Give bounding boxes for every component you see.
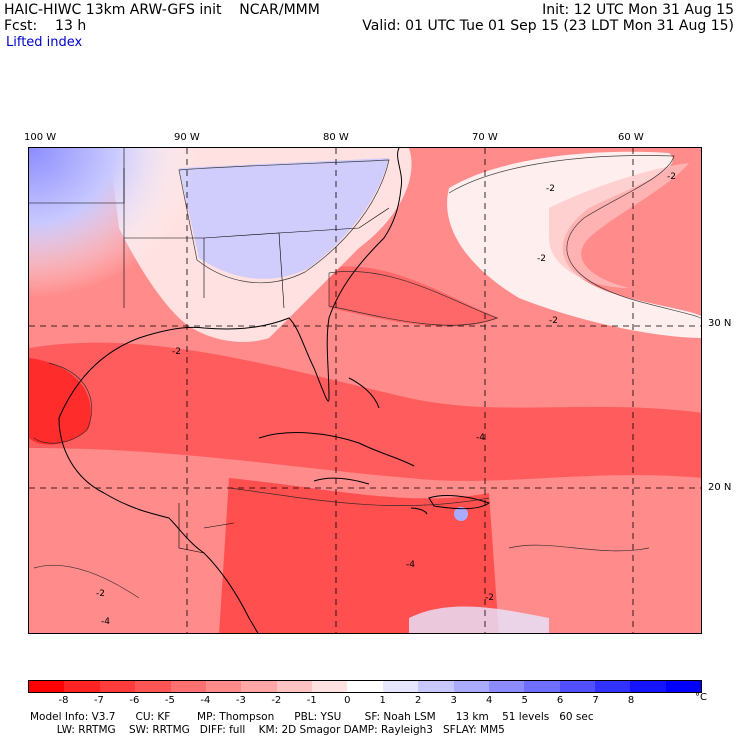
lifted-index-map: -2 -2 -2 -2 -2 -4 -4 -2 -2 -4 (28, 147, 702, 634)
colorbar-tick-label: -4 (200, 695, 211, 706)
colorbar-cell (135, 681, 171, 692)
colorbar-tick-label: 8 (627, 695, 635, 706)
lat-label-30n: 30 N (708, 318, 732, 329)
contour-label: -4 (101, 617, 110, 627)
contour-label: -2 (549, 316, 558, 326)
chart-title: HAIC-HIWC 13km ARW-GFS init NCAR/MMM (4, 2, 320, 18)
colorbar-tick-label: 4 (485, 695, 493, 706)
colorbar-tick-label: 0 (344, 695, 351, 706)
stable-core-se-us (179, 158, 389, 279)
instability-atlantic (329, 266, 499, 327)
contour-label: -2 (546, 184, 555, 194)
stable-region-south (409, 606, 549, 633)
stable-spot-hispaniola (454, 507, 468, 521)
contour-lines (33, 155, 701, 599)
colorbar-tick-label: 3 (450, 695, 457, 706)
colorbar-tick-label: -3 (235, 695, 246, 706)
colorbar-tick-label: -5 (164, 695, 175, 706)
colorbar-cell (559, 681, 595, 692)
colorbar-cell (170, 681, 206, 692)
colorbar-tick-label: 5 (521, 695, 528, 706)
instability-band-gulf (29, 342, 701, 481)
colorbar (28, 680, 702, 693)
contour-label: -2 (667, 172, 676, 182)
lon-label-100w: 100 W (24, 132, 57, 143)
colorbar-cell (665, 681, 702, 692)
colorbar-cell (524, 681, 560, 692)
forecast-hour: Fcst: 13 h (4, 18, 87, 34)
colorbar-tick-label: -8 (58, 695, 69, 706)
colorbar-tick-label: -1 (306, 695, 317, 706)
stable-region-plains (29, 148, 199, 298)
contour-label: -2 (96, 589, 105, 599)
stable-arc-inner (549, 163, 689, 288)
colorbar-cell (630, 681, 666, 692)
colorbar-cell (29, 681, 65, 692)
init-time: Init: 12 UTC Mon 31 Aug 15 (542, 2, 734, 18)
colorbar-tick-label: 1 (379, 695, 386, 706)
stable-arc-atlantic (447, 151, 701, 338)
contour-label: -4 (476, 433, 485, 443)
colorbar-unit: °C (695, 692, 707, 703)
valid-time: Valid: 01 UTC Tue 01 Sep 15 (23 LDT Mon … (362, 18, 734, 34)
colorbar-cell (241, 681, 277, 692)
map-canvas: -2 -2 -2 -2 -2 -4 -4 -2 -2 -4 (29, 148, 701, 633)
contour-label: -2 (537, 254, 546, 264)
colorbar-cell (595, 681, 631, 692)
instability-core-texas (29, 358, 91, 445)
colorbar-cell (453, 681, 489, 692)
political-borders (29, 148, 390, 554)
colorbar-cell (347, 681, 383, 692)
model-info-line2: LW: RRTMG SW: RRTMG DIFF: full KM: 2D Sm… (30, 724, 505, 736)
colorbar-cell (64, 681, 100, 692)
colorbar-tick-label: -7 (93, 695, 104, 706)
colorbar-cell (205, 681, 242, 692)
colorbar-tick-label: 6 (556, 695, 564, 706)
lon-label-70w: 70 W (472, 132, 498, 143)
field-name: Lifted index (6, 35, 83, 50)
lon-label-90w: 90 W (174, 132, 200, 143)
lon-label-60w: 60 W (618, 132, 644, 143)
colorbar-tick-label: -6 (129, 695, 140, 706)
colorbar-cell (382, 681, 419, 692)
colorbar-cell (488, 681, 525, 692)
contour-label: -2 (172, 347, 181, 357)
lon-label-80w: 80 W (323, 132, 349, 143)
contour-label: -2 (485, 593, 494, 603)
colorbar-cell (418, 681, 454, 692)
contour-label: -4 (406, 560, 415, 570)
colorbar-cell (312, 681, 348, 692)
lat-label-20n: 20 N (708, 482, 732, 493)
colorbar-tick-label: -2 (271, 695, 282, 706)
colorbar-cell (276, 681, 312, 692)
instability-core-caribbean (219, 478, 499, 633)
model-info-line1: Model Info: V3.7 CU: KF MP: Thompson PBL… (30, 711, 594, 723)
colorbar-tick-label: 7 (592, 695, 599, 706)
coastlines (58, 148, 491, 633)
colorbar-cell (99, 681, 136, 692)
colorbar-tick-label: 2 (415, 695, 422, 706)
contour-label-group: -2 -2 -2 -2 -2 -4 -4 -2 -2 -4 (96, 172, 676, 627)
